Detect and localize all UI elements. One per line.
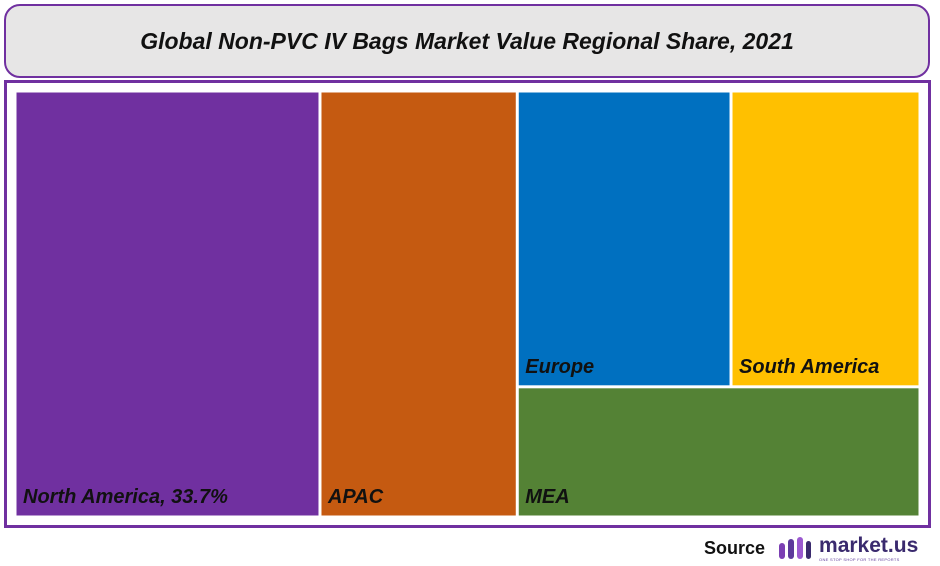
treemap-chart: North America, 33.7% APAC Europe South Amer… [16, 92, 919, 516]
treemap-rect-north-america [16, 92, 319, 516]
treemap-label-north-america: North America, 33.7% [23, 486, 228, 508]
market-us-logo-icon [779, 537, 812, 559]
treemap-rect-europe [518, 92, 730, 386]
treemap-label-south-america: South America [739, 356, 879, 378]
treemap-rect-apac [321, 92, 516, 516]
source-credit: Source market.us ONE STOP SHOP FOR THE R… [704, 534, 918, 562]
chart-title: Global Non-PVC IV Bags Market Value Regi… [140, 27, 794, 54]
brand-tagline: ONE STOP SHOP FOR THE REPORTS [819, 556, 900, 562]
treemap-rect-mea [518, 388, 919, 516]
source-label: Source [704, 537, 766, 558]
brand: market.us ONE STOP SHOP FOR THE REPORTS [819, 535, 918, 562]
treemap-rect-south-america [732, 92, 919, 386]
treemap-label-apac: APAC [327, 486, 384, 508]
treemap-label-mea: MEA [525, 486, 569, 508]
brand-name: market.us [819, 533, 919, 557]
chart-title-box: Global Non-PVC IV Bags Market Value Regi… [4, 4, 930, 78]
treemap-label-europe: Europe [525, 356, 594, 378]
treemap-frame: North America, 33.7% APAC Europe South Amer… [4, 80, 931, 528]
